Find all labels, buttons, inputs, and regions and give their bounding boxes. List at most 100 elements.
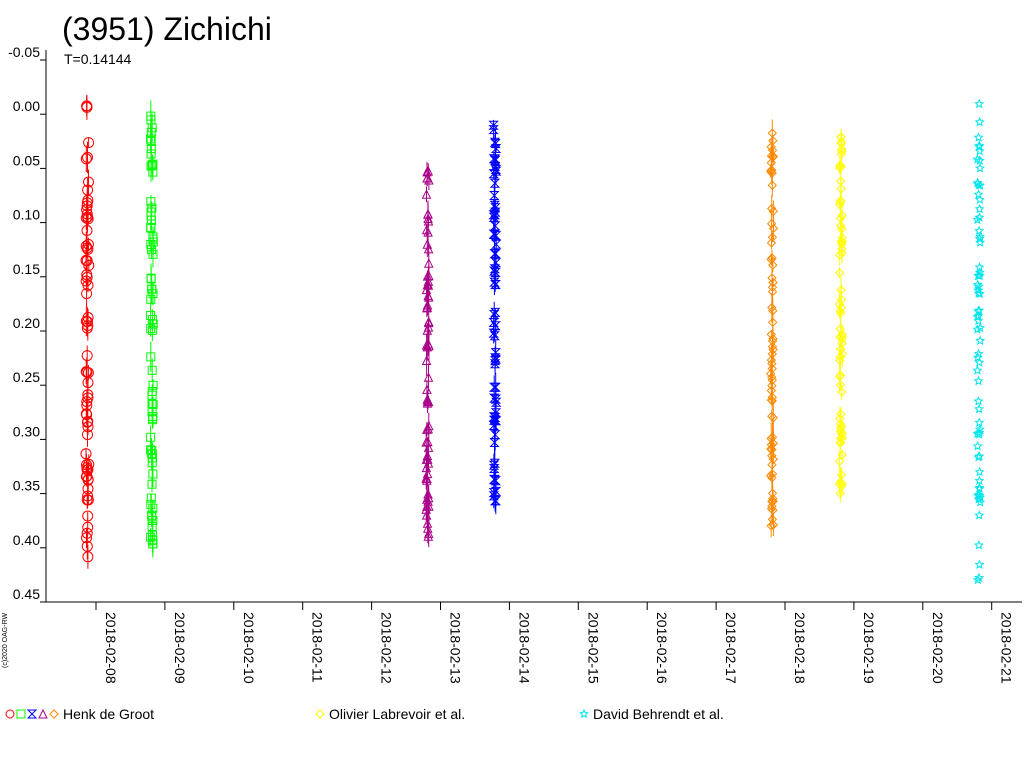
data-point-star [973,189,984,199]
data-point-circle [82,490,94,502]
data-point-star [974,403,985,414]
x-tick-label: 2018-02-09 [172,612,188,684]
data-point-square [148,167,158,177]
data-point-star [975,180,986,190]
data-point-circle [81,100,93,112]
data-point-star [972,365,983,375]
data-point-diamond [767,501,777,512]
data-point-hourglass [490,307,501,317]
data-point-star [974,357,985,367]
data-point-diamond [767,469,778,479]
data-point-star [973,348,984,359]
data-point-diamond [837,210,847,221]
data-point-triangle [423,290,434,301]
data-point-star [974,475,985,486]
data-point-diamond [836,387,847,397]
data-point-diamond [767,363,777,374]
series-group [488,119,502,515]
data-point-diamond [768,277,778,288]
y-tick-label: -0.05 [8,44,40,60]
data-point-circle [81,532,92,544]
data-point-hourglass [488,464,500,473]
data-point-circle [82,551,94,563]
data-point-square [148,516,158,525]
data-point-star [975,163,985,173]
y-tick-label: 0.40 [13,532,40,548]
data-point-star [974,305,985,315]
data-point-star [974,225,985,236]
data-point-square [146,161,156,171]
series-group [765,119,779,538]
data-point-diamond [767,180,778,190]
data-point-diamond [835,221,846,231]
data-point-star [974,98,985,109]
data-point-star [974,203,985,214]
data-point-star [972,154,983,164]
data-point-square [16,709,26,719]
data-point-star [974,427,985,437]
data-point-diamond [768,260,778,270]
data-point-diamond [835,370,846,381]
data-point-diamond [766,521,776,531]
data-point-hourglass [489,191,500,200]
data-point-triangle [422,299,433,310]
data-point-hourglass [488,412,500,422]
data-point-circle [80,275,92,287]
data-point-diamond [834,355,845,365]
data-point-diamond [834,250,845,260]
data-point-circle [80,153,92,165]
data-point-triangle [422,172,432,183]
data-point-square [147,160,157,170]
data-point-diamond [315,709,325,719]
data-point-square [146,134,156,144]
data-point-circle [82,151,93,163]
data-point-diamond [766,329,777,340]
data-point-star [973,285,984,295]
legend-label: Henk de Groot [63,706,154,722]
data-point-diamond [836,303,847,313]
data-point-star [974,510,985,520]
data-point-hourglass [488,328,499,338]
data-point-diamond [767,286,778,297]
data-point-square [146,352,156,362]
data-point-circle [83,176,94,188]
legend: Henk de Groot Olivier Labrevoir et al. Dav… [5,706,724,722]
data-point-square [147,510,157,520]
data-point-triangle [422,397,433,408]
chart-title: (3951) Zichichi [62,11,272,47]
data-point-square [147,449,157,459]
data-point-star [973,375,984,386]
data-point-star [974,212,985,222]
data-point-star [974,116,985,127]
data-point-diamond [768,496,778,507]
data-point-star [972,440,983,451]
data-point-circle [83,137,95,149]
data-point-diamond [835,488,846,499]
data-point-star [973,396,984,406]
data-point-star [974,267,985,277]
data-point-star [975,231,986,241]
data-point-circle [81,409,93,421]
data-point-square [146,274,156,284]
data-point-diamond [767,302,777,313]
data-points [80,94,986,585]
data-point-square [148,380,158,390]
data-point-star [972,311,983,322]
data-point-star [974,466,985,477]
data-point-star [973,452,984,462]
data-point-triangle [422,468,433,479]
data-point-hourglass [488,310,500,320]
data-point-star [974,572,984,583]
data-point-square [147,203,157,213]
series-group [80,94,95,569]
data-point-diamond [836,137,847,147]
data-point-circle [81,288,93,300]
data-point-star [974,233,985,244]
data-point-triangle [423,423,434,434]
data-point-diamond [836,409,846,419]
data-point-hourglass [26,709,38,719]
data-point-square [148,249,158,259]
data-point-hourglass [488,125,499,135]
data-point-star [973,310,984,321]
data-point-diamond [767,444,777,455]
